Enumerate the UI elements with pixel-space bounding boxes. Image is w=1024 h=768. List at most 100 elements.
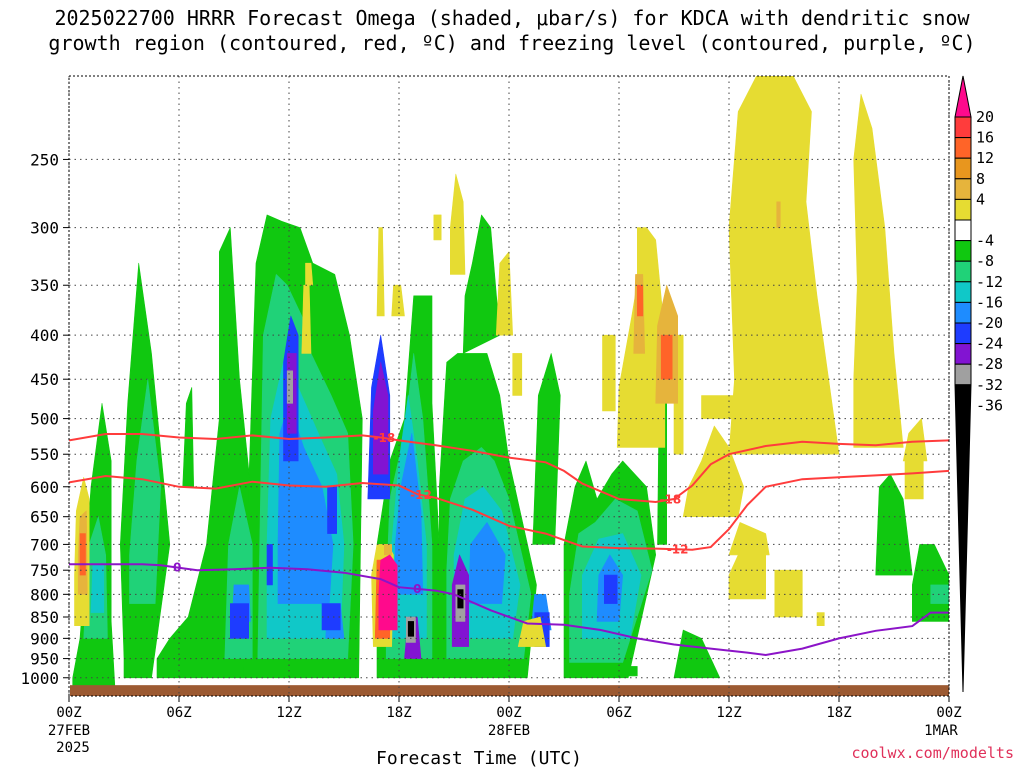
- omega-region-12_to_16-1: [660, 334, 673, 380]
- omega-region-4_to_8-24: [816, 612, 825, 627]
- colorbar: 20 16 12 8 4 -4 -8 -12 -16 -20 -24 -28 -32 -36: [954, 75, 1003, 693]
- colorbar-label--8: -8: [976, 252, 994, 270]
- colorbar-segment-6: [954, 219, 972, 242]
- omega-region-4_to_8-11: [728, 76, 840, 455]
- omega-region-4_to_8-8: [602, 334, 616, 412]
- freezing-level-label: 0: [413, 582, 421, 596]
- omega-region--20_to_-24-6: [603, 574, 618, 604]
- y-tick-label-300: 300: [30, 219, 59, 238]
- ground-surface: [70, 685, 949, 696]
- omega-region--20_to_-24-3: [230, 603, 249, 639]
- y-tick-label-250: 250: [30, 150, 59, 169]
- colorbar-label-12: 12: [976, 149, 994, 167]
- dendritic-contour-minus18: [69, 433, 949, 504]
- contour-layer: -18 -18 -12 -12 0 0: [69, 431, 949, 657]
- omega-region--16_to_-20-2: [468, 522, 506, 604]
- omega-region--24_to_-28-1: [372, 361, 389, 475]
- colorbar-label--28: -28: [976, 355, 1003, 373]
- omega-region-4_to_8-13: [728, 533, 767, 600]
- omega-region--20_to_-24-4: [321, 603, 341, 631]
- ground-layer: [70, 685, 949, 696]
- colorbar-label-16: 16: [976, 129, 994, 147]
- omega-region-4_to_8-20: [512, 353, 523, 396]
- omega-region-<_-36-0: [407, 621, 415, 637]
- omega-shading-layer: [72, 76, 949, 686]
- x-tick-label-24: 00Z: [496, 705, 521, 721]
- y-tick-label-600: 600: [30, 478, 59, 497]
- freezing-level-contour: [69, 563, 949, 657]
- colorbar-segment-5: [954, 198, 972, 221]
- omega-region--4_to_-8-13: [875, 473, 913, 576]
- x-year-label: 2025: [56, 740, 90, 756]
- omega-region-12_to_16-2: [636, 284, 644, 317]
- x-tick-label-48: 00Z: [936, 705, 961, 721]
- colorbar-segment-4: [954, 178, 972, 200]
- colorbar-segment-9: [954, 281, 972, 303]
- y-tick-label-700: 700: [30, 535, 59, 554]
- x-tick-label-36: 12Z: [716, 705, 741, 721]
- omega-region--4_to_-8-9: [532, 353, 561, 545]
- y-tick-label-350: 350: [30, 276, 59, 295]
- colorbar-label--12: -12: [976, 273, 1003, 291]
- colorbar-label-4: 4: [976, 190, 985, 208]
- omega-region-4_to_8-15: [853, 93, 904, 448]
- x-tick-label-30: 06Z: [606, 705, 631, 721]
- omega-region->_20-0: [378, 554, 398, 631]
- omega-region--4_to_-8-11: [911, 544, 949, 622]
- colorbar-label-8: 8: [976, 170, 985, 188]
- dendritic-contour-label: -18: [659, 493, 681, 507]
- omega-region-4_to_8-22: [391, 284, 405, 317]
- chart-title-line-1: 2025022700 HRRR Forecast Omega (shaded, …: [54, 6, 970, 30]
- omega-region--16_to_-20-1: [394, 432, 424, 595]
- omega-region-4_to_8-18: [495, 251, 514, 336]
- colorbar-label--4: -4: [976, 232, 994, 250]
- colorbar-label-20: 20: [976, 108, 994, 126]
- omega-region--20_to_-24-2: [327, 486, 338, 534]
- y-tick-label-400: 400: [30, 326, 59, 345]
- colorbar-segment-1: [954, 116, 972, 139]
- colorbar-segment-10: [954, 301, 972, 324]
- colorbar-bottom-arrow: [954, 384, 972, 693]
- colorbar-label--16: -16: [976, 293, 1003, 311]
- omega-region-4_to_8-21: [305, 262, 314, 286]
- colorbar-segment-8: [954, 260, 972, 283]
- omega-region-4_to_8-14: [774, 569, 803, 618]
- x-date-label: 27FEB: [48, 723, 90, 739]
- y-tick-label-450: 450: [30, 370, 59, 389]
- omega-region-8_to_12-3: [776, 201, 781, 228]
- x-tick-label-0: 00Z: [56, 705, 81, 721]
- colorbar-label--20: -20: [976, 314, 1003, 332]
- y-tick-label-550: 550: [30, 445, 59, 464]
- y-tick-label-500: 500: [30, 410, 59, 429]
- omega-region-4_to_8-2: [301, 284, 312, 354]
- dendritic-contour-label: -12: [667, 542, 689, 556]
- x-date-label: 28FEB: [488, 723, 530, 739]
- colorbar-segment-7: [954, 240, 972, 262]
- omega-region--8_to_-12-7: [930, 584, 949, 604]
- y-tick-label-1000: 1000: [20, 669, 59, 688]
- colorbar-segment-12: [954, 343, 972, 365]
- x-tick-label-42: 18Z: [826, 705, 851, 721]
- freezing-level-label: 0: [173, 560, 181, 574]
- colorbar-label--24: -24: [976, 335, 1003, 353]
- y-tick-label-650: 650: [30, 508, 59, 527]
- dendritic-contour-label: -12: [410, 488, 432, 502]
- omega-region--32_to_-36-0: [286, 370, 294, 404]
- colorbar-segment-13: [954, 363, 972, 386]
- y-tick-label-750: 750: [30, 561, 59, 580]
- colorbar-segment-3: [954, 157, 972, 180]
- y-tick-label-850: 850: [30, 608, 59, 627]
- omega-region-12_to_16-0: [79, 533, 86, 576]
- grid-layer: [68, 76, 950, 696]
- axes-layer: 250 300 350 400 450 500 550 600 650 700 750 800 850 9…: [20, 150, 961, 768]
- omega-region--20_to_-24-7: [266, 544, 273, 586]
- dendritic-contour-minus12: [69, 469, 949, 551]
- colorbar-label--32: -32: [976, 376, 1003, 394]
- x-axis-label: Forecast Time (UTC): [376, 748, 582, 768]
- dendritic-contour-label: -18: [373, 431, 395, 445]
- omega-region--4_to_-8-15: [618, 666, 638, 677]
- y-tick-label-900: 900: [30, 629, 59, 648]
- x-tick-label-18: 18Z: [386, 705, 411, 721]
- colorbar-top-arrow: [954, 75, 972, 118]
- colorbar-label--36: -36: [976, 396, 1003, 414]
